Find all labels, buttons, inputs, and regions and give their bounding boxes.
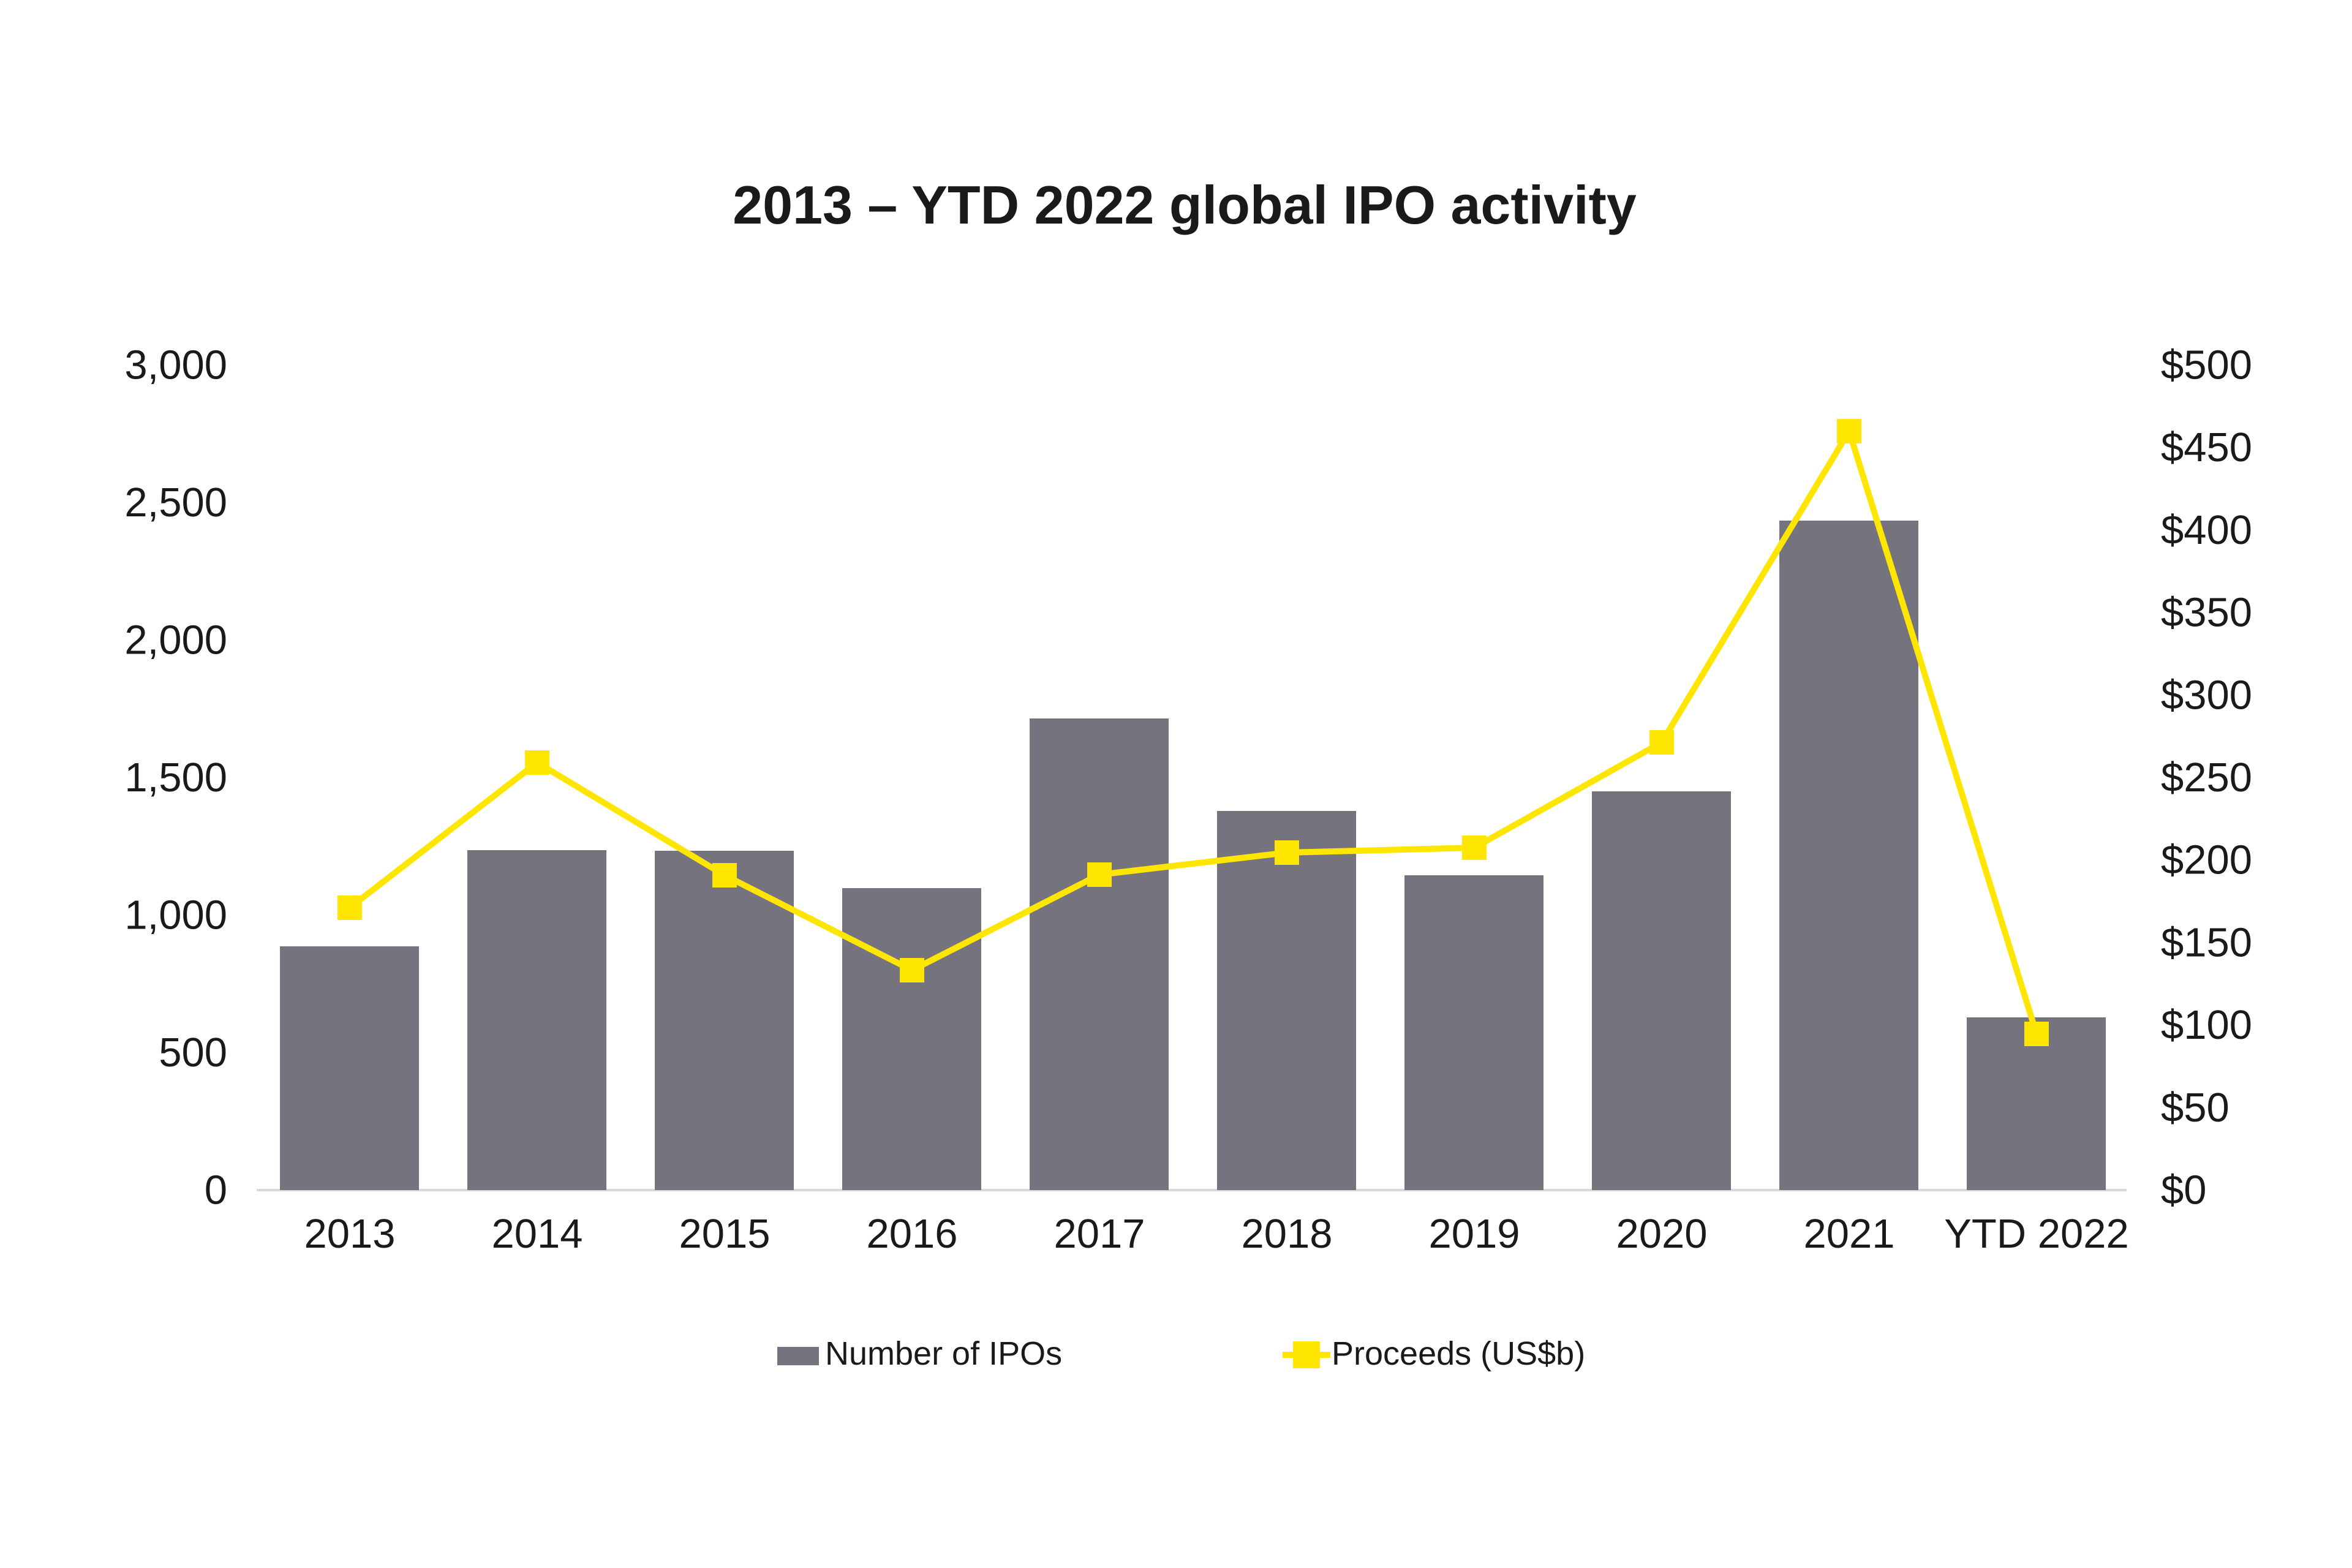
svg-text:2018: 2018 (1241, 1211, 1332, 1257)
svg-text:2016: 2016 (866, 1211, 957, 1257)
svg-text:2014: 2014 (491, 1211, 582, 1257)
svg-text:$250: $250 (2161, 755, 2252, 801)
svg-text:2021: 2021 (1803, 1211, 1894, 1257)
svg-text:$200: $200 (2161, 837, 2252, 883)
svg-text:$0: $0 (2161, 1167, 2207, 1213)
svg-text:3,000: 3,000 (124, 342, 227, 388)
svg-text:$400: $400 (2161, 507, 2252, 553)
svg-text:$50: $50 (2161, 1085, 2230, 1131)
svg-text:1,500: 1,500 (124, 755, 227, 801)
svg-text:2020: 2020 (1616, 1211, 1707, 1257)
svg-text:2017: 2017 (1054, 1211, 1145, 1257)
svg-text:2019: 2019 (1428, 1211, 1520, 1257)
svg-text:2015: 2015 (679, 1211, 770, 1257)
svg-text:$100: $100 (2161, 1002, 2252, 1048)
svg-text:$500: $500 (2161, 342, 2252, 388)
svg-text:0: 0 (205, 1167, 227, 1213)
svg-text:1,000: 1,000 (124, 892, 227, 938)
svg-text:Proceeds (US$b): Proceeds (US$b) (1332, 1335, 1585, 1372)
svg-text:2013: 2013 (304, 1211, 395, 1257)
svg-text:2,000: 2,000 (124, 617, 227, 663)
svg-text:$300: $300 (2161, 672, 2252, 718)
svg-text:Number of IPOs: Number of IPOs (825, 1335, 1062, 1372)
svg-text:$450: $450 (2161, 424, 2252, 470)
svg-text:YTD 2022: YTD 2022 (1944, 1211, 2129, 1257)
svg-text:500: 500 (159, 1030, 227, 1076)
svg-text:2013 – YTD 2022 global IPO act: 2013 – YTD 2022 global IPO activity (733, 175, 1637, 235)
svg-text:2,500: 2,500 (124, 480, 227, 526)
svg-text:$150: $150 (2161, 919, 2252, 965)
svg-text:$350: $350 (2161, 590, 2252, 636)
